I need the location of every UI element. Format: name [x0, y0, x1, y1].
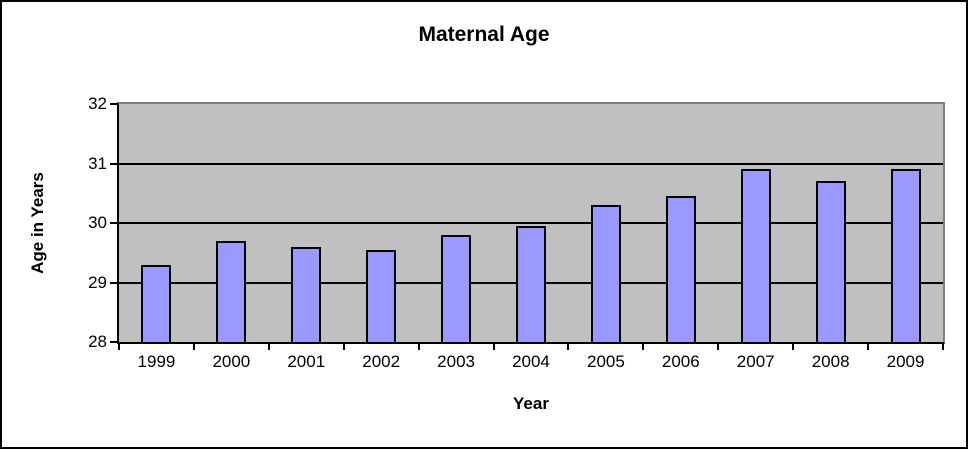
x-tick-label-2008: 2008	[811, 352, 850, 371]
x-axis-title: Year	[513, 394, 549, 413]
y-tick-mark-32	[110, 103, 117, 105]
x-tick-mark-1	[192, 344, 195, 350]
x-tick-mark-7	[642, 344, 645, 350]
x-tick-mark-2	[267, 344, 270, 350]
y-tick-label-32: 32	[88, 94, 107, 113]
y-tick-label-30: 30	[88, 213, 107, 232]
x-tick-label-2007: 2007	[736, 352, 775, 371]
gridline-30	[119, 222, 943, 224]
x-tick-label-2002: 2002	[362, 352, 401, 371]
x-tick-label-2004: 2004	[512, 352, 550, 371]
x-tick-label-2000: 2000	[212, 352, 251, 371]
gridline-31	[119, 162, 943, 165]
plot-area	[117, 102, 945, 344]
y-tick-mark-29	[110, 281, 117, 284]
x-tick-mark-4	[417, 344, 420, 350]
bar-2002	[366, 249, 397, 342]
x-tick-mark-10	[867, 344, 870, 350]
bar-2008	[815, 181, 846, 342]
x-tick-label-2001: 2001	[287, 352, 326, 371]
y-tick-mark-31	[110, 162, 117, 165]
x-tick-label-2003: 2003	[437, 352, 475, 371]
x-tick-mark-6	[567, 344, 570, 350]
x-tick-label-1999: 1999	[137, 352, 176, 371]
x-tick-mark-5	[492, 344, 495, 350]
bar-2007	[740, 169, 771, 342]
bar-2005	[590, 205, 621, 342]
x-tick-label-2006: 2006	[661, 352, 700, 371]
bar-2006	[665, 196, 696, 342]
x-tick-mark-3	[342, 344, 345, 350]
y-tick-mark-28	[110, 341, 117, 343]
bar-2001	[291, 246, 322, 342]
x-tick-label-2009: 2009	[886, 352, 925, 371]
x-tick-label-2005: 2005	[586, 352, 625, 371]
y-tick-label-31: 31	[88, 153, 107, 173]
y-axis-title: Age in Years	[28, 172, 47, 274]
x-tick-mark-0	[118, 344, 120, 350]
x-tick-mark-11	[942, 344, 944, 350]
bar-2003	[441, 234, 472, 342]
y-tick-mark-30	[110, 222, 117, 224]
chart-title: Maternal Age	[418, 23, 550, 46]
bar-2000	[216, 240, 247, 342]
bar-1999	[141, 264, 172, 342]
bar-2009	[890, 169, 921, 342]
bar-2004	[516, 225, 546, 342]
x-tick-mark-9	[792, 344, 795, 350]
y-tick-label-28: 28	[88, 332, 107, 351]
x-tick-mark-8	[717, 344, 720, 350]
y-tick-label-29: 29	[88, 272, 107, 292]
